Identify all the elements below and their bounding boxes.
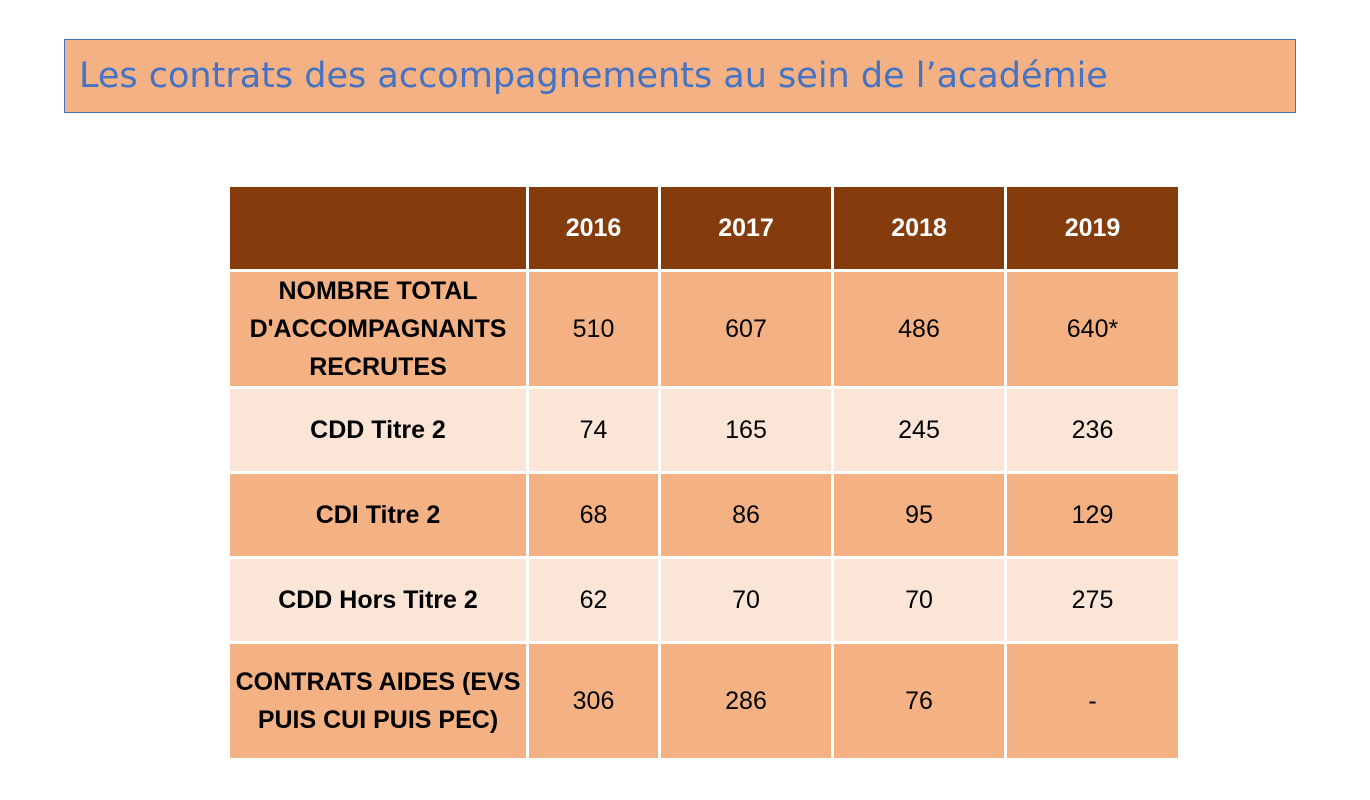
table-cell: 607: [658, 269, 834, 389]
table-cell: 510: [526, 269, 661, 389]
table-cell: 286: [658, 641, 834, 761]
row-label: CDD Titre 2: [227, 386, 529, 474]
table-cell: 245: [831, 386, 1007, 474]
header-year-2019: 2019: [1004, 184, 1181, 272]
table-cell: 95: [831, 471, 1007, 559]
table-row-cdi-titre-2: CDI Titre 2 68 86 95 129: [227, 471, 1181, 559]
table-cell: 70: [831, 556, 1007, 644]
table-cell: 640*: [1004, 269, 1181, 389]
row-label: NOMBRE TOTAL D'ACCOMPAGNANTS RECRUTES: [227, 269, 529, 389]
header-year-2018: 2018: [831, 184, 1007, 272]
header-row: 2016 2017 2018 2019: [227, 184, 1181, 272]
table-cell: -: [1004, 641, 1181, 761]
table-cell: 74: [526, 386, 661, 474]
contracts-table: 2016 2017 2018 2019 NOMBRE TOTAL D'ACCOM…: [227, 184, 1181, 761]
table-cell: 62: [526, 556, 661, 644]
table-row-total: NOMBRE TOTAL D'ACCOMPAGNANTS RECRUTES 51…: [227, 269, 1181, 389]
table-cell: 275: [1004, 556, 1181, 644]
table-row-cdd-titre-2: CDD Titre 2 74 165 245 236: [227, 386, 1181, 474]
table-row-contrats-aides: CONTRATS AIDES (EVS PUIS CUI PUIS PEC) 3…: [227, 641, 1181, 761]
header-year-2016: 2016: [526, 184, 661, 272]
row-label: CDI Titre 2: [227, 471, 529, 559]
slide-title-box: Les contrats des accompagnements au sein…: [64, 39, 1296, 113]
table-cell: 129: [1004, 471, 1181, 559]
table-cell: 70: [658, 556, 834, 644]
table-cell: 76: [831, 641, 1007, 761]
table-row-cdd-hors-titre-2: CDD Hors Titre 2 62 70 70 275: [227, 556, 1181, 644]
table-cell: 165: [658, 386, 834, 474]
table-cell: 68: [526, 471, 661, 559]
slide-title: Les contrats des accompagnements au sein…: [79, 56, 1108, 96]
header-corner-cell: [227, 184, 529, 272]
row-label: CDD Hors Titre 2: [227, 556, 529, 644]
header-year-2017: 2017: [658, 184, 834, 272]
row-label: CONTRATS AIDES (EVS PUIS CUI PUIS PEC): [227, 641, 529, 761]
table-cell: 86: [658, 471, 834, 559]
table-cell: 306: [526, 641, 661, 761]
table-cell: 486: [831, 269, 1007, 389]
table-cell: 236: [1004, 386, 1181, 474]
